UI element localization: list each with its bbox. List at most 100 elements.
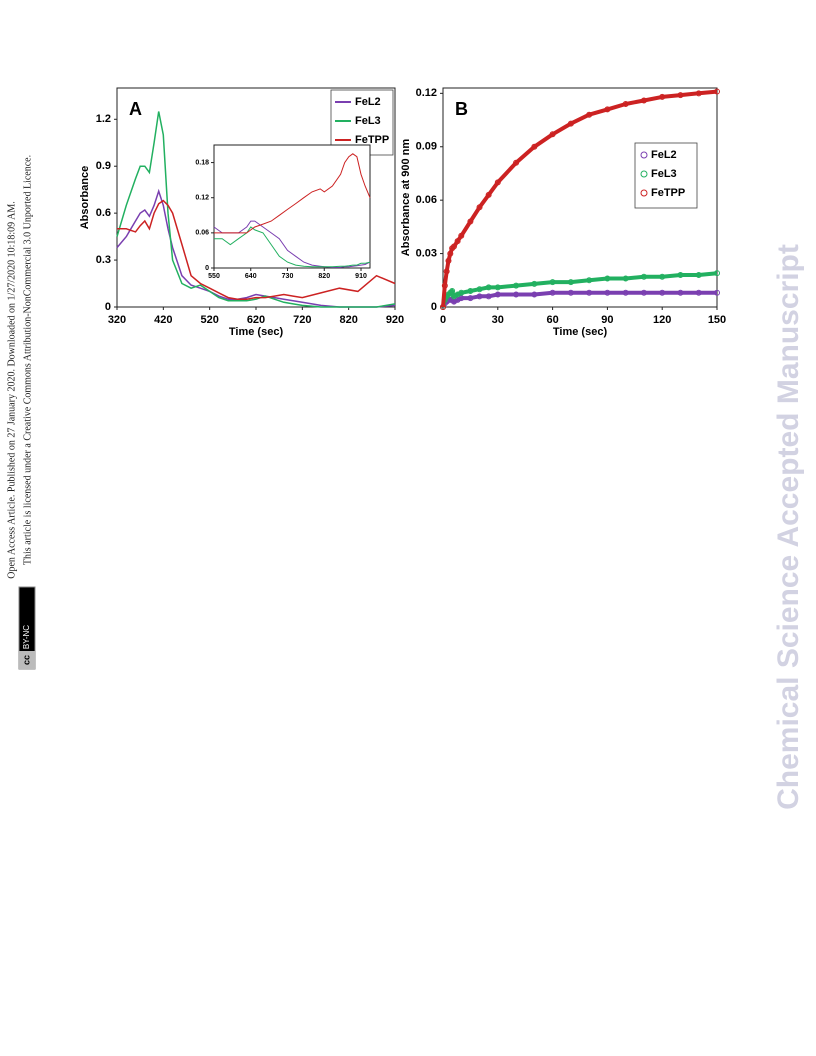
- data-point: [677, 92, 684, 99]
- y-tick-label: 0: [105, 301, 111, 313]
- data-point: [567, 279, 574, 286]
- data-point: [677, 271, 684, 278]
- data-point: [440, 304, 446, 310]
- data-point: [494, 291, 501, 298]
- x-tick-label: 620: [247, 314, 265, 326]
- x-tick-label: 0: [440, 314, 446, 326]
- data-point: [513, 159, 520, 166]
- data-point: [586, 111, 593, 118]
- y-tick-label: 0.3: [96, 254, 111, 266]
- data-point: [513, 282, 520, 289]
- legend-label: FeL3: [651, 168, 677, 180]
- data-point: [449, 245, 456, 252]
- data-point: [659, 289, 666, 296]
- x-tick-label: 30: [492, 314, 504, 326]
- data-point: [586, 289, 593, 296]
- y-axis-label: Absorbance at 900 nm: [400, 139, 412, 257]
- data-point: [458, 232, 465, 239]
- x-axis-label: Time (sec): [553, 326, 608, 338]
- y-tick-label: 0.6: [96, 207, 111, 219]
- series-trace: [441, 271, 718, 308]
- series-line: [117, 199, 396, 300]
- x-tick-label: 550: [208, 273, 220, 280]
- data-point: [604, 106, 611, 113]
- data-point: [449, 287, 456, 294]
- x-tick-label: 420: [154, 314, 172, 326]
- y-tick-label: 0.09: [416, 141, 437, 153]
- data-point: [586, 277, 593, 284]
- badge-license: BY-NC: [22, 625, 31, 649]
- x-tick-label: 90: [601, 314, 613, 326]
- data-point: [485, 284, 492, 291]
- y-tick-label: 0.06: [195, 230, 209, 237]
- data-point: [476, 293, 483, 300]
- data-point: [567, 289, 574, 296]
- data-point: [458, 289, 465, 296]
- series-line: [116, 111, 396, 308]
- legend-box: [330, 89, 394, 156]
- data-point: [549, 131, 556, 138]
- legend-label: FeTPP: [651, 187, 685, 199]
- panel-label: A: [129, 99, 142, 119]
- data-point: [714, 270, 720, 277]
- data-point: [447, 289, 454, 296]
- data-point: [531, 143, 538, 150]
- legend-label: FeL2: [355, 96, 381, 108]
- y-tick-label: 0.9: [96, 160, 111, 172]
- data-point: [549, 279, 556, 286]
- badge-cc-box: [19, 651, 35, 669]
- x-tick-label: 520: [200, 314, 218, 326]
- data-point: [640, 273, 647, 280]
- data-point: [604, 275, 611, 282]
- data-point: [622, 275, 629, 282]
- y-tick-label: 0: [205, 265, 209, 272]
- series-trace: [441, 89, 718, 308]
- legend-symbol: [640, 151, 648, 159]
- y-tick-label: 0.12: [416, 87, 437, 99]
- y-tick-label: 0.06: [416, 194, 437, 206]
- sidebar-line: This article is licensed under a Creativ…: [22, 155, 33, 565]
- data-point: [513, 291, 520, 298]
- data-point: [659, 93, 666, 100]
- x-tick-label: 910: [355, 273, 367, 280]
- plot-frame: [442, 87, 718, 308]
- x-tick-label: 640: [245, 273, 257, 280]
- data-point: [485, 293, 492, 300]
- series-trace: [441, 290, 717, 308]
- legend-label: FeL3: [355, 115, 381, 127]
- data-point: [494, 284, 501, 291]
- data-point: [695, 90, 702, 97]
- data-point: [467, 287, 474, 294]
- x-axis-label: Time (sec): [229, 326, 284, 338]
- data-point: [604, 289, 611, 296]
- x-tick-label: 730: [282, 273, 294, 280]
- data-point: [443, 268, 450, 275]
- data-point: [622, 289, 629, 296]
- data-point: [549, 289, 556, 296]
- legend-label: FeL2: [651, 149, 677, 161]
- data-point: [695, 271, 702, 278]
- legend-symbol: [640, 189, 648, 197]
- data-point: [714, 88, 720, 95]
- data-point: [640, 289, 647, 296]
- x-tick-label: 120: [653, 314, 671, 326]
- data-point: [445, 257, 452, 264]
- data-point: [447, 250, 454, 257]
- x-tick-label: 920: [386, 314, 404, 326]
- data-point: [494, 179, 501, 186]
- data-point: [567, 120, 574, 127]
- legend-box: [634, 142, 698, 209]
- x-tick-label: 820: [339, 314, 357, 326]
- y-axis-label: Absorbance: [79, 166, 91, 230]
- legend-label: FeTPP: [355, 134, 389, 146]
- y-tick-label: 0.12: [195, 195, 209, 202]
- series-line: [213, 220, 371, 268]
- x-tick-label: 320: [108, 314, 126, 326]
- sidebar-line: Open Access Article. Published on 27 Jan…: [6, 201, 17, 578]
- data-point: [622, 101, 629, 108]
- data-point: [677, 289, 684, 296]
- data-point: [467, 218, 474, 225]
- data-point: [467, 295, 474, 302]
- data-point: [441, 282, 448, 289]
